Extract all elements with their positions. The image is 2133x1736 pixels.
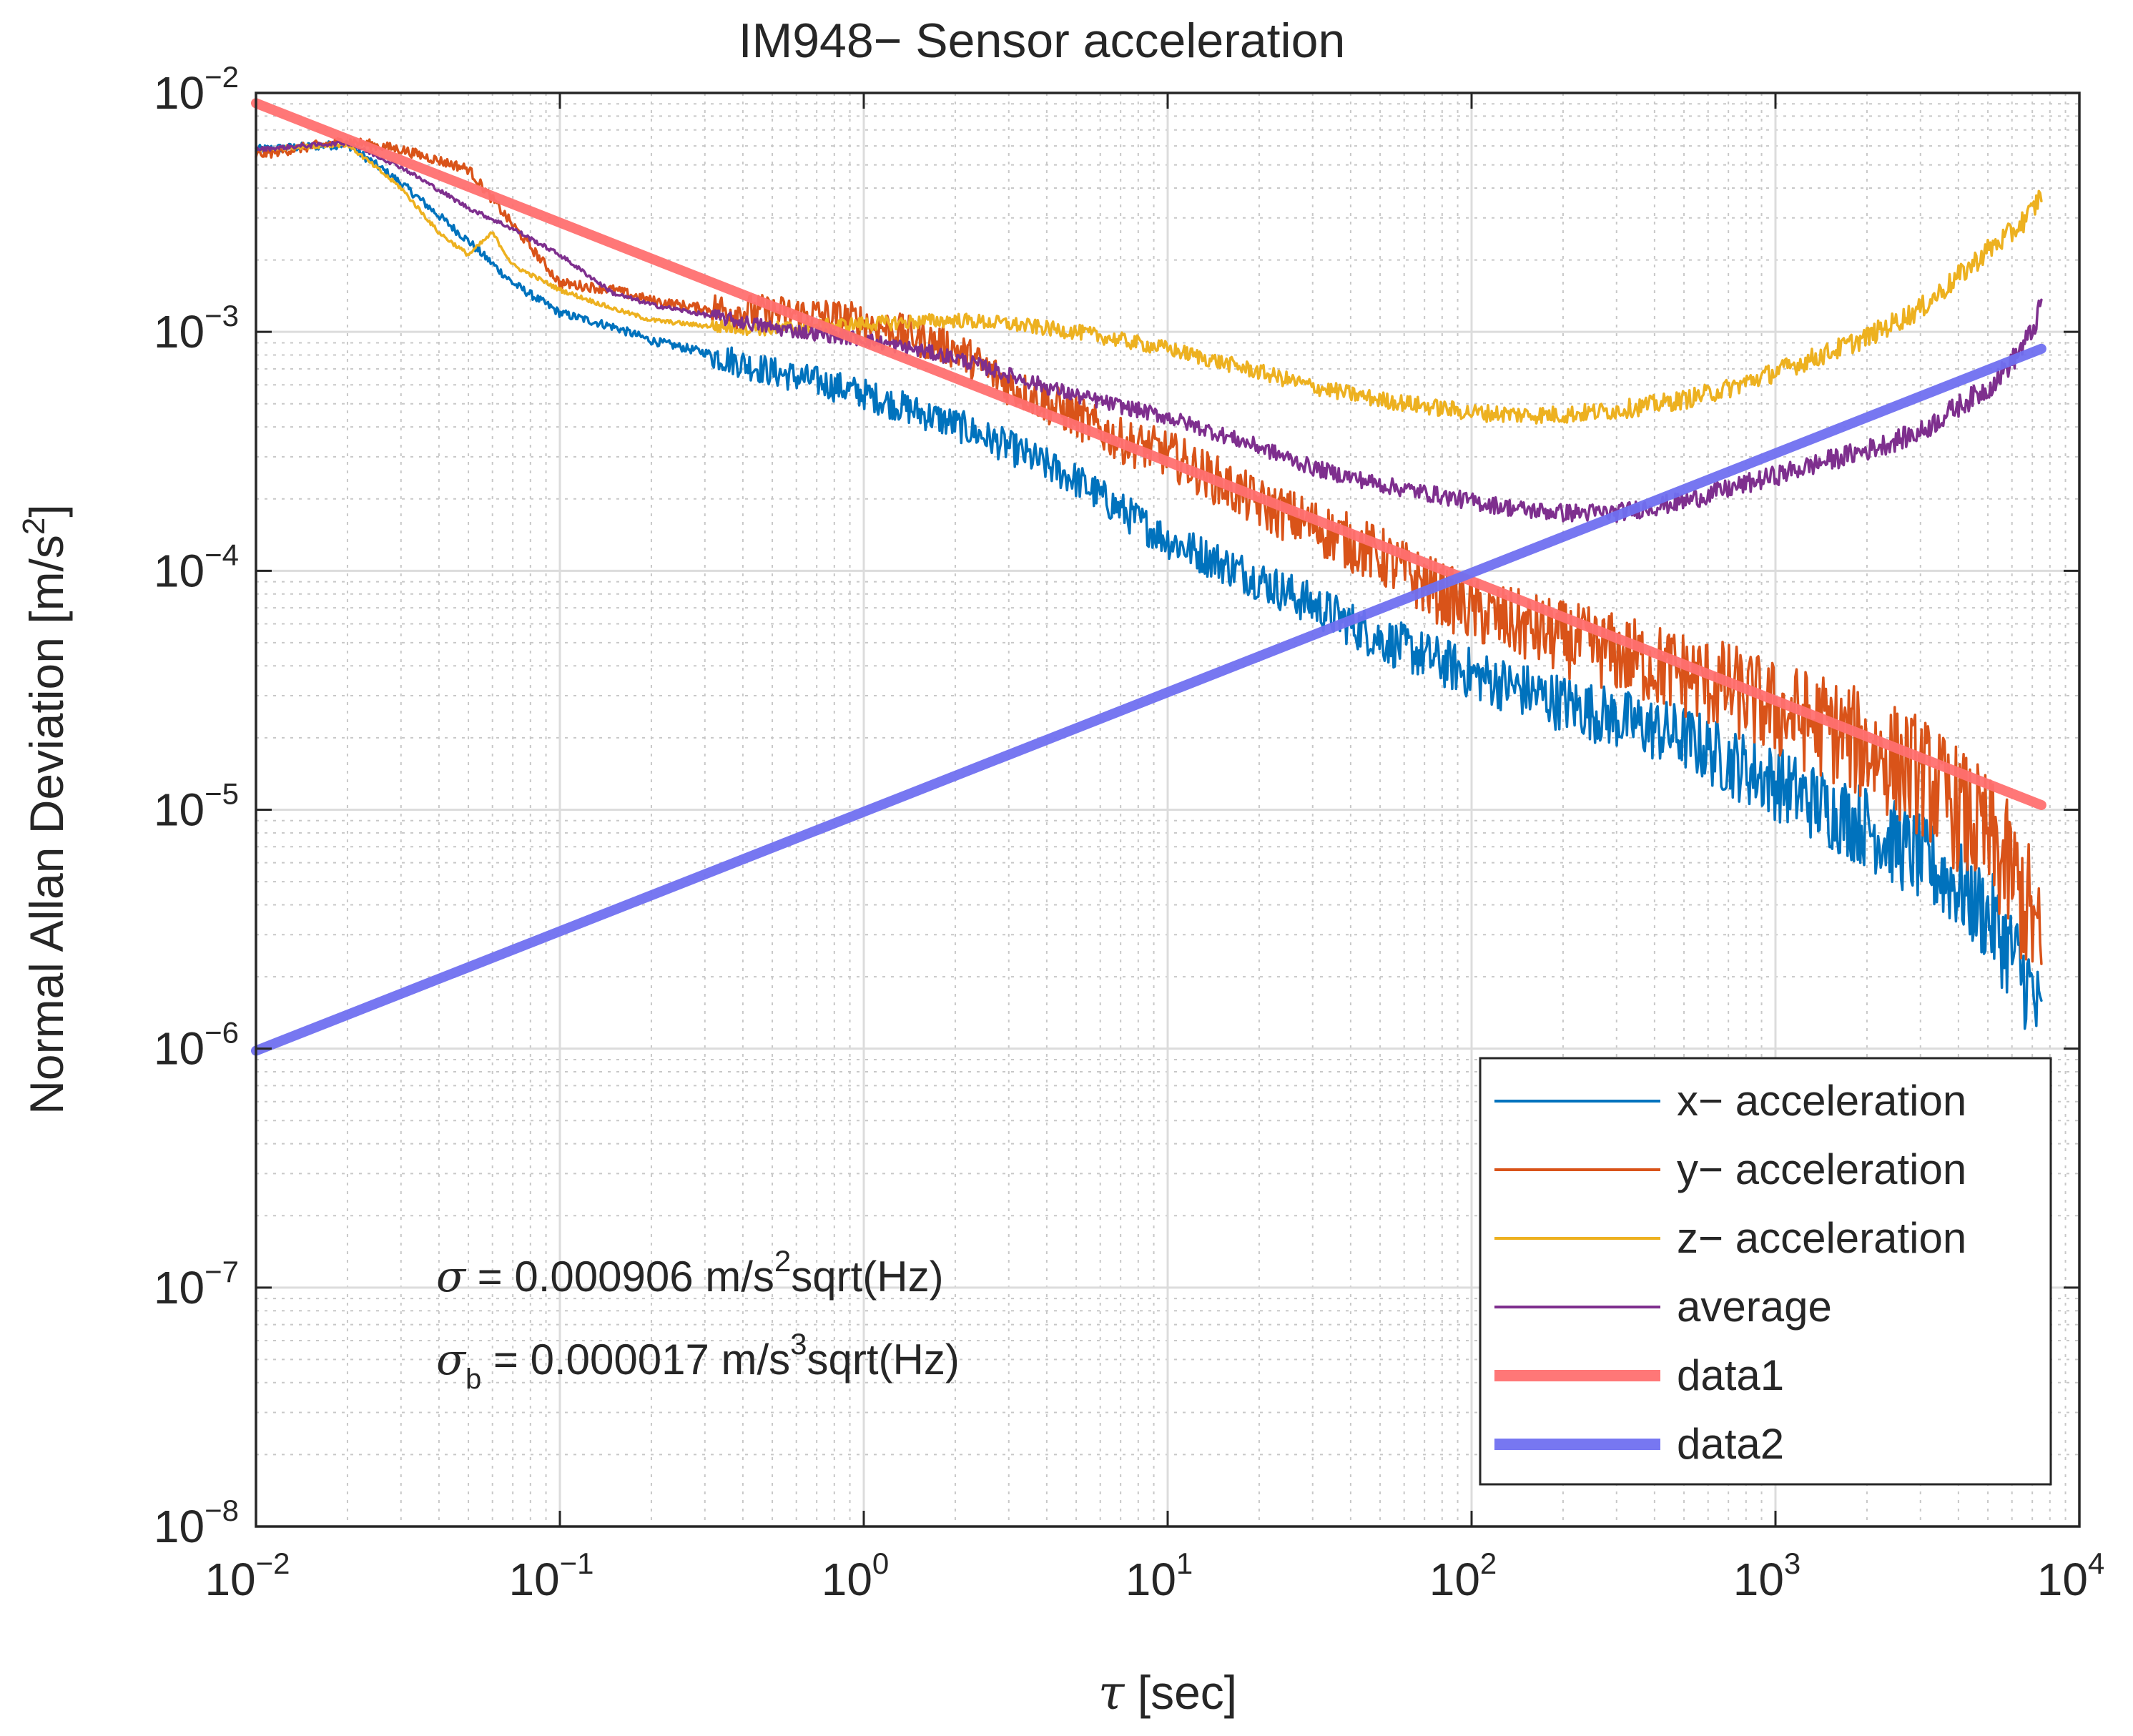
sigma-annotation: σ = 0.000906 m/s2sqrt(Hz) (436, 1244, 944, 1302)
y-tick-label-base: 10 (154, 1501, 205, 1552)
legend: x− acceleration y− acceleration z− acceler… (1479, 1057, 2052, 1486)
x-tick-label-exp: 3 (1784, 1547, 1801, 1580)
sigma-value: = 0.000906 m/s (465, 1253, 774, 1301)
x-tick-label-base: 10 (1429, 1554, 1480, 1605)
series-line-z-acceleration (255, 142, 2043, 425)
legend-label: z− acceleration (1677, 1214, 1966, 1262)
x-tick-label-base: 10 (1733, 1554, 1784, 1605)
y-axis-label-close: ] (20, 504, 73, 517)
x-tick-label: 103 (1733, 1547, 1801, 1605)
y-axis-label: Normal Allan Deviation [m/s2] (16, 504, 73, 1114)
sigma-tail: sqrt(Hz) (791, 1253, 943, 1301)
sigma-b-value: = 0.000017 m/s (481, 1336, 790, 1384)
legend-label: x− acceleration (1677, 1077, 1966, 1125)
sigma-symbol: σ (436, 1252, 467, 1302)
y-tick-label-base: 10 (154, 306, 205, 357)
series-line-average (255, 139, 2043, 523)
chart-title: IM948− Sensor acceleration (739, 14, 1346, 68)
x-tick-label: 104 (2037, 1547, 2105, 1605)
y-tick-label-base: 10 (154, 545, 205, 596)
y-tick-label-exp: −8 (205, 1494, 239, 1527)
x-tick-label: 100 (822, 1547, 890, 1605)
series-line-data1 (251, 98, 2046, 810)
x-tick-label: 101 (1125, 1547, 1193, 1605)
x-tick-label-base: 10 (508, 1554, 559, 1605)
y-tick-label-exp: −4 (205, 538, 239, 571)
y-axis-label-sup: 2 (16, 518, 51, 535)
x-tick-label-exp: 1 (1176, 1547, 1193, 1580)
x-tick-label: 10−1 (508, 1547, 593, 1605)
y-tick-label-base: 10 (154, 67, 205, 119)
x-tick-label-exp: −1 (560, 1547, 594, 1580)
y-tick-label: 10−3 (154, 299, 239, 357)
series-line-data2 (251, 343, 2046, 1056)
sigma-b-unit-exp: 3 (790, 1327, 807, 1361)
legend-label: average (1677, 1283, 1832, 1331)
legend-label: data2 (1677, 1420, 1784, 1468)
x-tick-label-exp: −2 (256, 1547, 290, 1580)
y-tick-label-exp: −5 (205, 777, 239, 811)
sigma-b-tail: sqrt(Hz) (807, 1336, 960, 1384)
y-tick-label-base: 10 (154, 1262, 205, 1313)
y-tick-label-exp: −3 (205, 299, 239, 332)
y-tick-label-base: 10 (154, 1023, 205, 1075)
legend-label: data1 (1677, 1351, 1784, 1399)
sigma-b-subscript: b (465, 1363, 481, 1395)
x-tick-label-exp: 0 (872, 1547, 889, 1580)
x-tick-label-base: 10 (2037, 1554, 2088, 1605)
y-tick-label-exp: −2 (205, 60, 239, 94)
series-layer (251, 98, 2046, 1056)
x-tick-label-base: 10 (822, 1554, 872, 1605)
x-tick-label-base: 10 (205, 1554, 255, 1605)
sigma-unit-exp: 2 (774, 1244, 791, 1278)
x-axis-label-text: [sec] (1124, 1666, 1237, 1719)
y-tick-label: 10−5 (154, 777, 239, 836)
legend-box (1479, 1057, 2052, 1486)
x-tick-label-base: 10 (1125, 1554, 1176, 1605)
x-tick-label: 10−2 (205, 1547, 290, 1605)
y-tick-label-base: 10 (154, 784, 205, 836)
x-tick-label: 102 (1429, 1547, 1497, 1605)
y-axis-label-text: Normal Allan Deviation [m/s (20, 535, 73, 1115)
series-line-x-acceleration (255, 139, 2043, 1030)
sigma-b-annotation: σb = 0.000017 m/s3sqrt(Hz) (436, 1327, 960, 1395)
y-tick-label: 10−6 (154, 1016, 239, 1075)
axis-ticks: 10−2 10−1 100 101 102 103 10410−810−710−610−51… (154, 60, 2104, 1605)
legend-label: y− acceleration (1677, 1145, 1966, 1193)
x-tick-label-exp: 4 (2088, 1547, 2104, 1580)
series-line-y-acceleration (255, 137, 2043, 965)
y-tick-label: 10−2 (154, 60, 239, 119)
x-axis-label-symbol: τ (1098, 1665, 1125, 1720)
y-tick-label-exp: −7 (205, 1255, 239, 1288)
y-tick-label-exp: −6 (205, 1016, 239, 1050)
y-tick-label: 10−8 (154, 1494, 239, 1552)
y-tick-label: 10−7 (154, 1255, 239, 1313)
x-tick-label-exp: 2 (1480, 1547, 1497, 1580)
sigma-b-symbol: σ (436, 1335, 467, 1385)
x-axis-label: τ [sec] (1098, 1665, 1237, 1720)
y-tick-label: 10−4 (154, 538, 239, 596)
